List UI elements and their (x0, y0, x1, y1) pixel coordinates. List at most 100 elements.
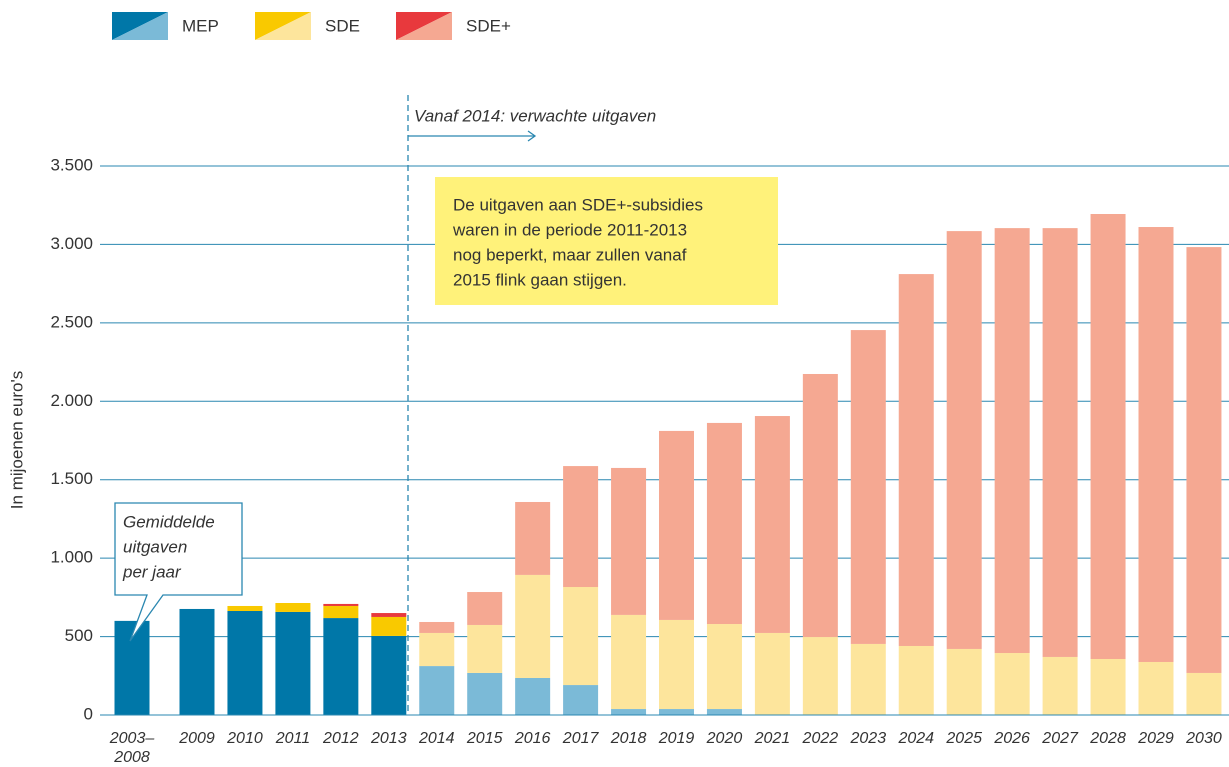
average-callout (114, 502, 243, 642)
legend-swatch (396, 12, 452, 40)
x-tick-label: 2020 (706, 730, 743, 747)
x-tick-label: 2022 (802, 730, 839, 747)
bar-segment (371, 616, 407, 636)
bar-segment (371, 635, 407, 715)
bar-segment (323, 605, 359, 619)
bar-segment (419, 621, 455, 633)
x-tick-label: 2030 (1186, 730, 1222, 747)
y-tick-label: 1.500 (50, 469, 93, 488)
bar-segment (467, 624, 503, 673)
bar-segment (706, 422, 742, 625)
bar-segment (611, 709, 647, 715)
bar-segment (994, 653, 1030, 715)
bar-segment (371, 613, 407, 617)
bar-segment (659, 430, 694, 620)
x-tick-label: 2023 (850, 730, 887, 747)
bar-segment (515, 677, 551, 715)
bar-segment (227, 611, 263, 715)
average-text: per jaar (122, 562, 182, 581)
x-tick-label: 2024 (898, 730, 935, 747)
callout-text: De uitgaven aan SDE+-subsidies (453, 195, 703, 214)
y-tick-label: 500 (65, 626, 93, 645)
x-tick-label: 2010 (227, 730, 263, 747)
x-tick-label: 2013 (371, 730, 407, 747)
bar-segment (275, 611, 311, 715)
x-tick-label: 2009 (179, 730, 215, 747)
x-tick-label: 2029 (1138, 730, 1174, 747)
bar-segment (611, 467, 647, 615)
bar-segment (467, 672, 503, 715)
bar-segment (515, 501, 551, 575)
callout-box (435, 177, 778, 305)
projection-arrowhead (527, 130, 537, 142)
x-tick-label: 2025 (946, 730, 982, 747)
bar-segment (1138, 661, 1174, 715)
bar-segment (563, 466, 599, 588)
y-tick-label: 0 (84, 704, 93, 723)
bar-segment (850, 330, 886, 644)
x-tick-label: 2011 (275, 730, 311, 747)
y-axis-label: In mijoenen euro's (7, 371, 26, 509)
bar-segment (227, 605, 263, 612)
bar-segment (611, 614, 647, 710)
average-text: Gemiddelde (123, 512, 215, 531)
x-tick-label: 2017 (562, 730, 599, 747)
bar-segment (323, 603, 359, 606)
bar-segment (994, 228, 1030, 654)
legend-label: SDE (325, 16, 360, 35)
y-tick-label: 3.500 (50, 155, 93, 174)
x-tick-label: 2012 (323, 730, 359, 747)
legend-label: MEP (182, 16, 219, 35)
bar-segment (946, 231, 982, 649)
legend-swatch (112, 12, 168, 40)
x-tick-label: 2014 (418, 730, 455, 747)
bar-segment (179, 608, 215, 715)
x-tick-label: 2026 (994, 730, 1030, 747)
bar-segment (1090, 659, 1126, 715)
x-tick-label: 2028 (1090, 730, 1126, 747)
projection-label: Vanaf 2014: verwachte uitgaven (414, 106, 656, 125)
bar-segment (1186, 247, 1222, 673)
bar-segment (850, 643, 886, 715)
legend-swatch (255, 12, 311, 40)
bar-segment (563, 587, 599, 686)
bar-segment (706, 709, 742, 715)
bar-segment (323, 618, 359, 715)
x-tick-label: 2021 (754, 730, 791, 747)
x-tick-label: 2015 (466, 730, 503, 747)
y-tick-label: 2.500 (50, 312, 93, 331)
bar-segment (659, 709, 694, 715)
x-tick-label: 2018 (610, 730, 647, 747)
y-tick-label: 2.000 (50, 391, 93, 410)
average-text: uitgaven (123, 537, 187, 556)
callout-text: waren in de periode 2011-2013 (452, 220, 687, 239)
bar-segment (802, 637, 838, 715)
bar-segment (419, 632, 455, 667)
x-tick-label: 2019 (658, 730, 695, 747)
bar-segment (1090, 213, 1126, 660)
y-tick-label: 1.000 (50, 548, 93, 567)
bar-segment (275, 603, 311, 612)
bar-segment (754, 632, 790, 715)
bar-segment (1042, 228, 1078, 657)
legend-label: SDE+ (466, 16, 511, 35)
bar-segment (754, 416, 790, 633)
bar-segment (1138, 227, 1174, 662)
callout-text: nog beperkt, maar zullen vanaf (453, 245, 687, 264)
bar-segment (706, 624, 742, 710)
bar-segment (515, 574, 551, 678)
x-tick-label: 2027 (1042, 730, 1078, 747)
bar-segment (946, 648, 982, 715)
callout-text: 2015 flink gaan stijgen. (453, 270, 627, 289)
bar-segment (419, 666, 455, 715)
bar-segment (898, 645, 934, 715)
bar-segment (659, 619, 694, 710)
bar-segment (1186, 672, 1222, 715)
bar-segment (802, 373, 838, 638)
bar-segment (563, 685, 599, 715)
bar-segment (467, 592, 503, 625)
x-tick-label: 2016 (514, 730, 551, 747)
x-tick-label: 2003–2008 (109, 730, 155, 766)
